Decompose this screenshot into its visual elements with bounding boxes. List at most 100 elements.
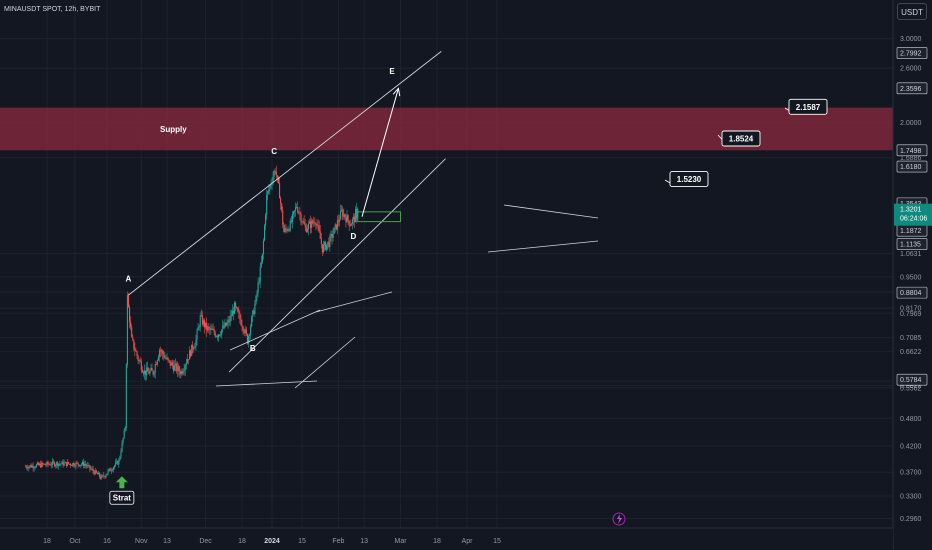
candle-body (170, 362, 172, 366)
candle-body (291, 214, 293, 223)
candle-body (350, 224, 352, 226)
candle-body (243, 330, 245, 333)
candle-body (281, 203, 283, 211)
candle-body (202, 320, 205, 325)
price-tick-label: 0.8170 (900, 306, 922, 313)
price-level-tag (896, 373, 928, 386)
current-price-tag[interactable] (894, 203, 932, 226)
wave-label-b: B (250, 344, 256, 353)
candle-body (74, 465, 76, 467)
candle-body (136, 351, 138, 356)
candle-body (87, 465, 89, 467)
candle-body (46, 461, 48, 465)
price-level-tag (896, 160, 928, 173)
candle-body (204, 320, 206, 328)
candle-body (205, 322, 207, 328)
candle-body (54, 462, 56, 466)
candle-body (92, 468, 94, 472)
candle-body (226, 322, 228, 326)
candle-body (114, 465, 116, 468)
start-label: Strat (113, 494, 132, 503)
candle-body (45, 464, 47, 466)
candle-body (260, 261, 262, 267)
candle-body (329, 235, 331, 248)
candle-body (148, 371, 150, 374)
candle-body (317, 224, 319, 226)
candle-body (133, 339, 135, 349)
candle-body (341, 209, 343, 211)
candle-body (131, 327, 133, 337)
currency-button[interactable]: USDT (897, 3, 927, 20)
candle-body (117, 461, 119, 465)
candle-body (60, 463, 62, 465)
symbol-title[interactable]: MINAUSDT SPOT, 12h, BYBIT (4, 6, 101, 13)
candle-body (64, 461, 66, 463)
price-tick-label: 3.0000 (900, 36, 922, 43)
lightning-icon-ring[interactable] (612, 512, 626, 526)
candle-body (85, 464, 87, 466)
grid (0, 0, 893, 528)
price-tick-label: 0.5622 (900, 383, 922, 390)
candle-body (185, 363, 187, 366)
candle-body (191, 344, 193, 357)
candle-body (63, 462, 65, 466)
price-level-label: 1.6180 (900, 164, 922, 171)
candle-body (88, 464, 90, 466)
candle-body (235, 302, 237, 308)
candle-body (210, 328, 212, 330)
candle-body (212, 329, 214, 331)
candle-body (275, 171, 277, 176)
price-level-label: 0.5784 (900, 377, 922, 384)
candle-body (332, 233, 334, 238)
time-tick-label: 18 (43, 538, 51, 545)
candle-body (267, 191, 269, 195)
candle-body (354, 216, 356, 223)
candle-body (290, 220, 292, 223)
candle-body (325, 242, 327, 250)
candle-body (194, 346, 196, 349)
candle-body (189, 350, 191, 360)
target-callout-box (788, 98, 828, 115)
candle-body (172, 365, 175, 371)
candle-body (342, 209, 344, 217)
candle-body (272, 176, 274, 183)
wave-label-d: D (351, 232, 357, 241)
candle-body (206, 322, 208, 331)
candle-body (156, 360, 158, 365)
candle-body (169, 360, 171, 366)
candle-body (247, 336, 250, 344)
candle-body (61, 461, 63, 464)
candle-body (324, 242, 326, 245)
price-tick-label: 2.0000 (900, 120, 922, 127)
candle-body (352, 216, 355, 220)
price-axis[interactable]: 3.0000 2.6000 2.0000 1.6886 1.0631 0.9500 0.88… (892, 0, 932, 550)
price-tick-label: 0.7969 (900, 311, 922, 318)
candle-body (285, 228, 287, 230)
wave-label-a: A (126, 274, 132, 283)
candle-body (27, 467, 29, 469)
candle-body (312, 220, 314, 223)
time-axis[interactable]: 18 Oct 16 Nov 13 Dec 18 2024 15 Feb 13 Mar 18 Apr 15 (0, 527, 893, 550)
candle-body (286, 229, 288, 231)
candle-body (250, 326, 252, 335)
candle-body (258, 281, 260, 283)
target-callout-label: 1.8524 (729, 134, 754, 143)
candle-body (182, 371, 184, 374)
candle-body (220, 334, 222, 336)
candle-body (151, 367, 153, 371)
candle-body (100, 476, 102, 479)
lightning-icon[interactable] (617, 514, 622, 524)
candle-body (160, 350, 162, 352)
candle-body (52, 461, 55, 463)
candle-body (180, 371, 182, 375)
candle-body (255, 296, 257, 305)
candle-body (282, 210, 284, 225)
candle-body (228, 320, 230, 322)
candle-body (241, 325, 243, 327)
candle-body (273, 171, 275, 177)
candle-body (48, 464, 50, 465)
candle-body (239, 313, 241, 320)
candle-body (167, 357, 169, 360)
candle-body (161, 350, 163, 352)
